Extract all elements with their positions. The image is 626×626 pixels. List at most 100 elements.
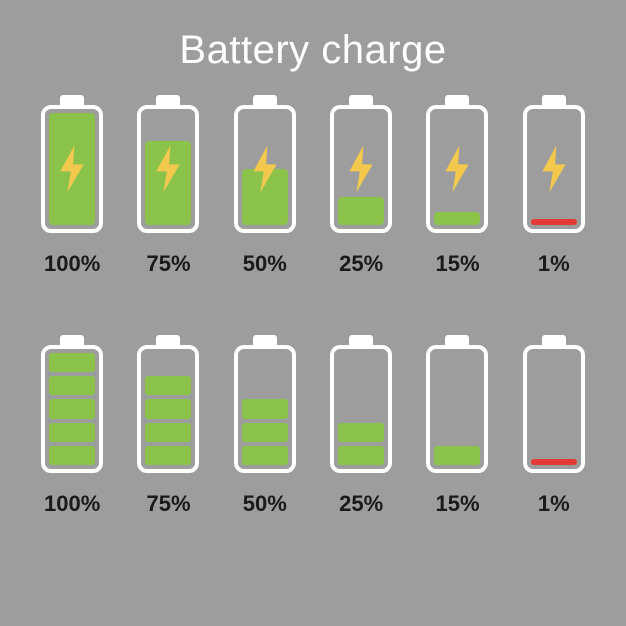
lightning-icon <box>251 145 279 193</box>
battery-cap <box>156 335 180 345</box>
battery-segment <box>338 376 384 395</box>
battery-segment <box>338 353 384 372</box>
battery-segment <box>145 399 191 418</box>
battery-percent-label: 50% <box>243 251 287 277</box>
battery-shell <box>137 105 199 233</box>
battery-percent-label: 100% <box>44 491 100 517</box>
battery-cell: 50% <box>221 95 309 277</box>
battery-percent-label: 1% <box>538 251 570 277</box>
battery-percent-label: 25% <box>339 491 383 517</box>
battery-segment <box>145 353 191 372</box>
battery-fill <box>338 197 384 225</box>
battery-segment <box>145 376 191 395</box>
battery-cap <box>60 335 84 345</box>
battery-grid: 100% 75% 50% 25% 15% 1% 100% 75% 50% 25% 15% 1% <box>0 95 626 517</box>
battery-cap <box>542 335 566 345</box>
battery-cell: 100% <box>28 335 116 517</box>
battery-cap <box>542 95 566 105</box>
battery-cap <box>445 95 469 105</box>
battery-cell: 100% <box>28 95 116 277</box>
battery-icon <box>234 335 296 473</box>
battery-cell: 50% <box>221 335 309 517</box>
battery-icon <box>523 95 585 233</box>
battery-shell <box>330 105 392 233</box>
battery-percent-label: 15% <box>435 251 479 277</box>
battery-segment <box>242 376 288 395</box>
battery-segment <box>49 376 95 395</box>
battery-icon <box>41 335 103 473</box>
battery-cell: 25% <box>317 335 405 517</box>
battery-segment <box>242 353 288 372</box>
battery-percent-label: 100% <box>44 251 100 277</box>
battery-segment <box>531 367 577 386</box>
battery-percent-label: 15% <box>435 491 479 517</box>
battery-segment <box>49 446 95 465</box>
battery-segments <box>145 353 191 465</box>
battery-icon <box>41 95 103 233</box>
battery-cell: 1% <box>510 95 598 277</box>
battery-percent-label: 50% <box>243 491 287 517</box>
battery-segment <box>531 459 577 465</box>
battery-icon <box>234 95 296 233</box>
battery-cell: 25% <box>317 95 405 277</box>
battery-percent-label: 75% <box>146 491 190 517</box>
battery-shell <box>426 345 488 473</box>
battery-segment <box>338 399 384 418</box>
battery-segment <box>434 376 480 395</box>
lightning-icon <box>540 145 568 193</box>
battery-segment <box>531 413 577 432</box>
battery-segments <box>49 353 95 465</box>
battery-segment <box>49 399 95 418</box>
battery-fill <box>531 219 577 225</box>
battery-shell <box>137 345 199 473</box>
battery-shell <box>523 105 585 233</box>
battery-segment <box>338 423 384 442</box>
battery-segment <box>242 446 288 465</box>
battery-segment <box>49 423 95 442</box>
battery-cell: 15% <box>413 95 501 277</box>
battery-segments <box>531 353 577 465</box>
battery-cap <box>253 335 277 345</box>
battery-cell: 75% <box>124 335 212 517</box>
battery-cap <box>349 95 373 105</box>
battery-shell <box>523 345 585 473</box>
battery-segment <box>434 446 480 465</box>
battery-shell <box>234 345 296 473</box>
page-title: Battery charge <box>179 28 446 73</box>
battery-fill <box>434 212 480 225</box>
battery-percent-label: 1% <box>538 491 570 517</box>
battery-icon <box>137 335 199 473</box>
battery-cap <box>60 95 84 105</box>
battery-cap <box>156 95 180 105</box>
battery-icon <box>523 335 585 473</box>
battery-segment <box>531 436 577 455</box>
battery-segment <box>531 390 577 409</box>
battery-segment <box>434 423 480 442</box>
battery-icon <box>330 95 392 233</box>
battery-segment <box>145 423 191 442</box>
battery-icon <box>426 335 488 473</box>
battery-cap <box>445 335 469 345</box>
battery-shell <box>234 105 296 233</box>
battery-segments <box>338 353 384 465</box>
battery-icon <box>426 95 488 233</box>
battery-segment <box>242 399 288 418</box>
battery-percent-label: 75% <box>146 251 190 277</box>
battery-segments <box>434 353 480 465</box>
battery-segments <box>242 353 288 465</box>
battery-percent-label: 25% <box>339 251 383 277</box>
lightning-icon <box>347 145 375 193</box>
battery-icon <box>330 335 392 473</box>
battery-cell: 75% <box>124 95 212 277</box>
battery-shell <box>41 345 103 473</box>
battery-segment <box>145 446 191 465</box>
battery-shell <box>330 345 392 473</box>
battery-icon <box>137 95 199 233</box>
battery-segment <box>49 353 95 372</box>
battery-segment <box>434 353 480 372</box>
battery-cap <box>349 335 373 345</box>
lightning-icon <box>58 145 86 193</box>
battery-cell: 1% <box>510 335 598 517</box>
battery-cap <box>253 95 277 105</box>
battery-cell: 15% <box>413 335 501 517</box>
